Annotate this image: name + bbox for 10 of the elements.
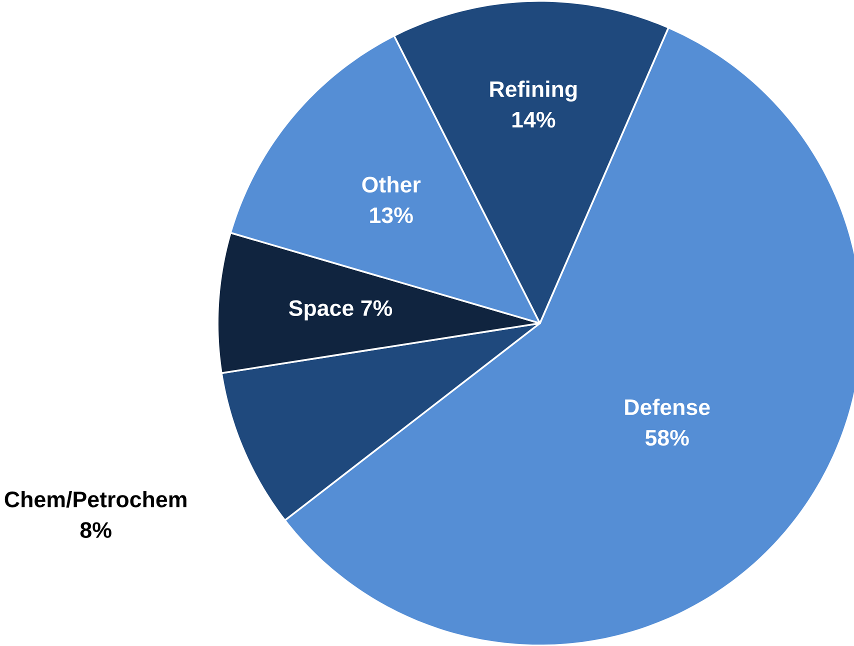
slice-label: Other bbox=[362, 176, 421, 192]
slice-label: Space bbox=[288, 300, 354, 320]
data-label: 7% bbox=[361, 300, 392, 316]
data-label: 14% bbox=[512, 112, 556, 128]
slice-label: Chem/Petrochem bbox=[4, 490, 186, 508]
data-label: 13% bbox=[370, 207, 413, 223]
slice-label: Refining bbox=[490, 80, 577, 102]
data-label: 8% bbox=[80, 522, 112, 538]
data-label: 58% bbox=[645, 430, 689, 446]
slice-label: Defense bbox=[625, 398, 710, 415]
